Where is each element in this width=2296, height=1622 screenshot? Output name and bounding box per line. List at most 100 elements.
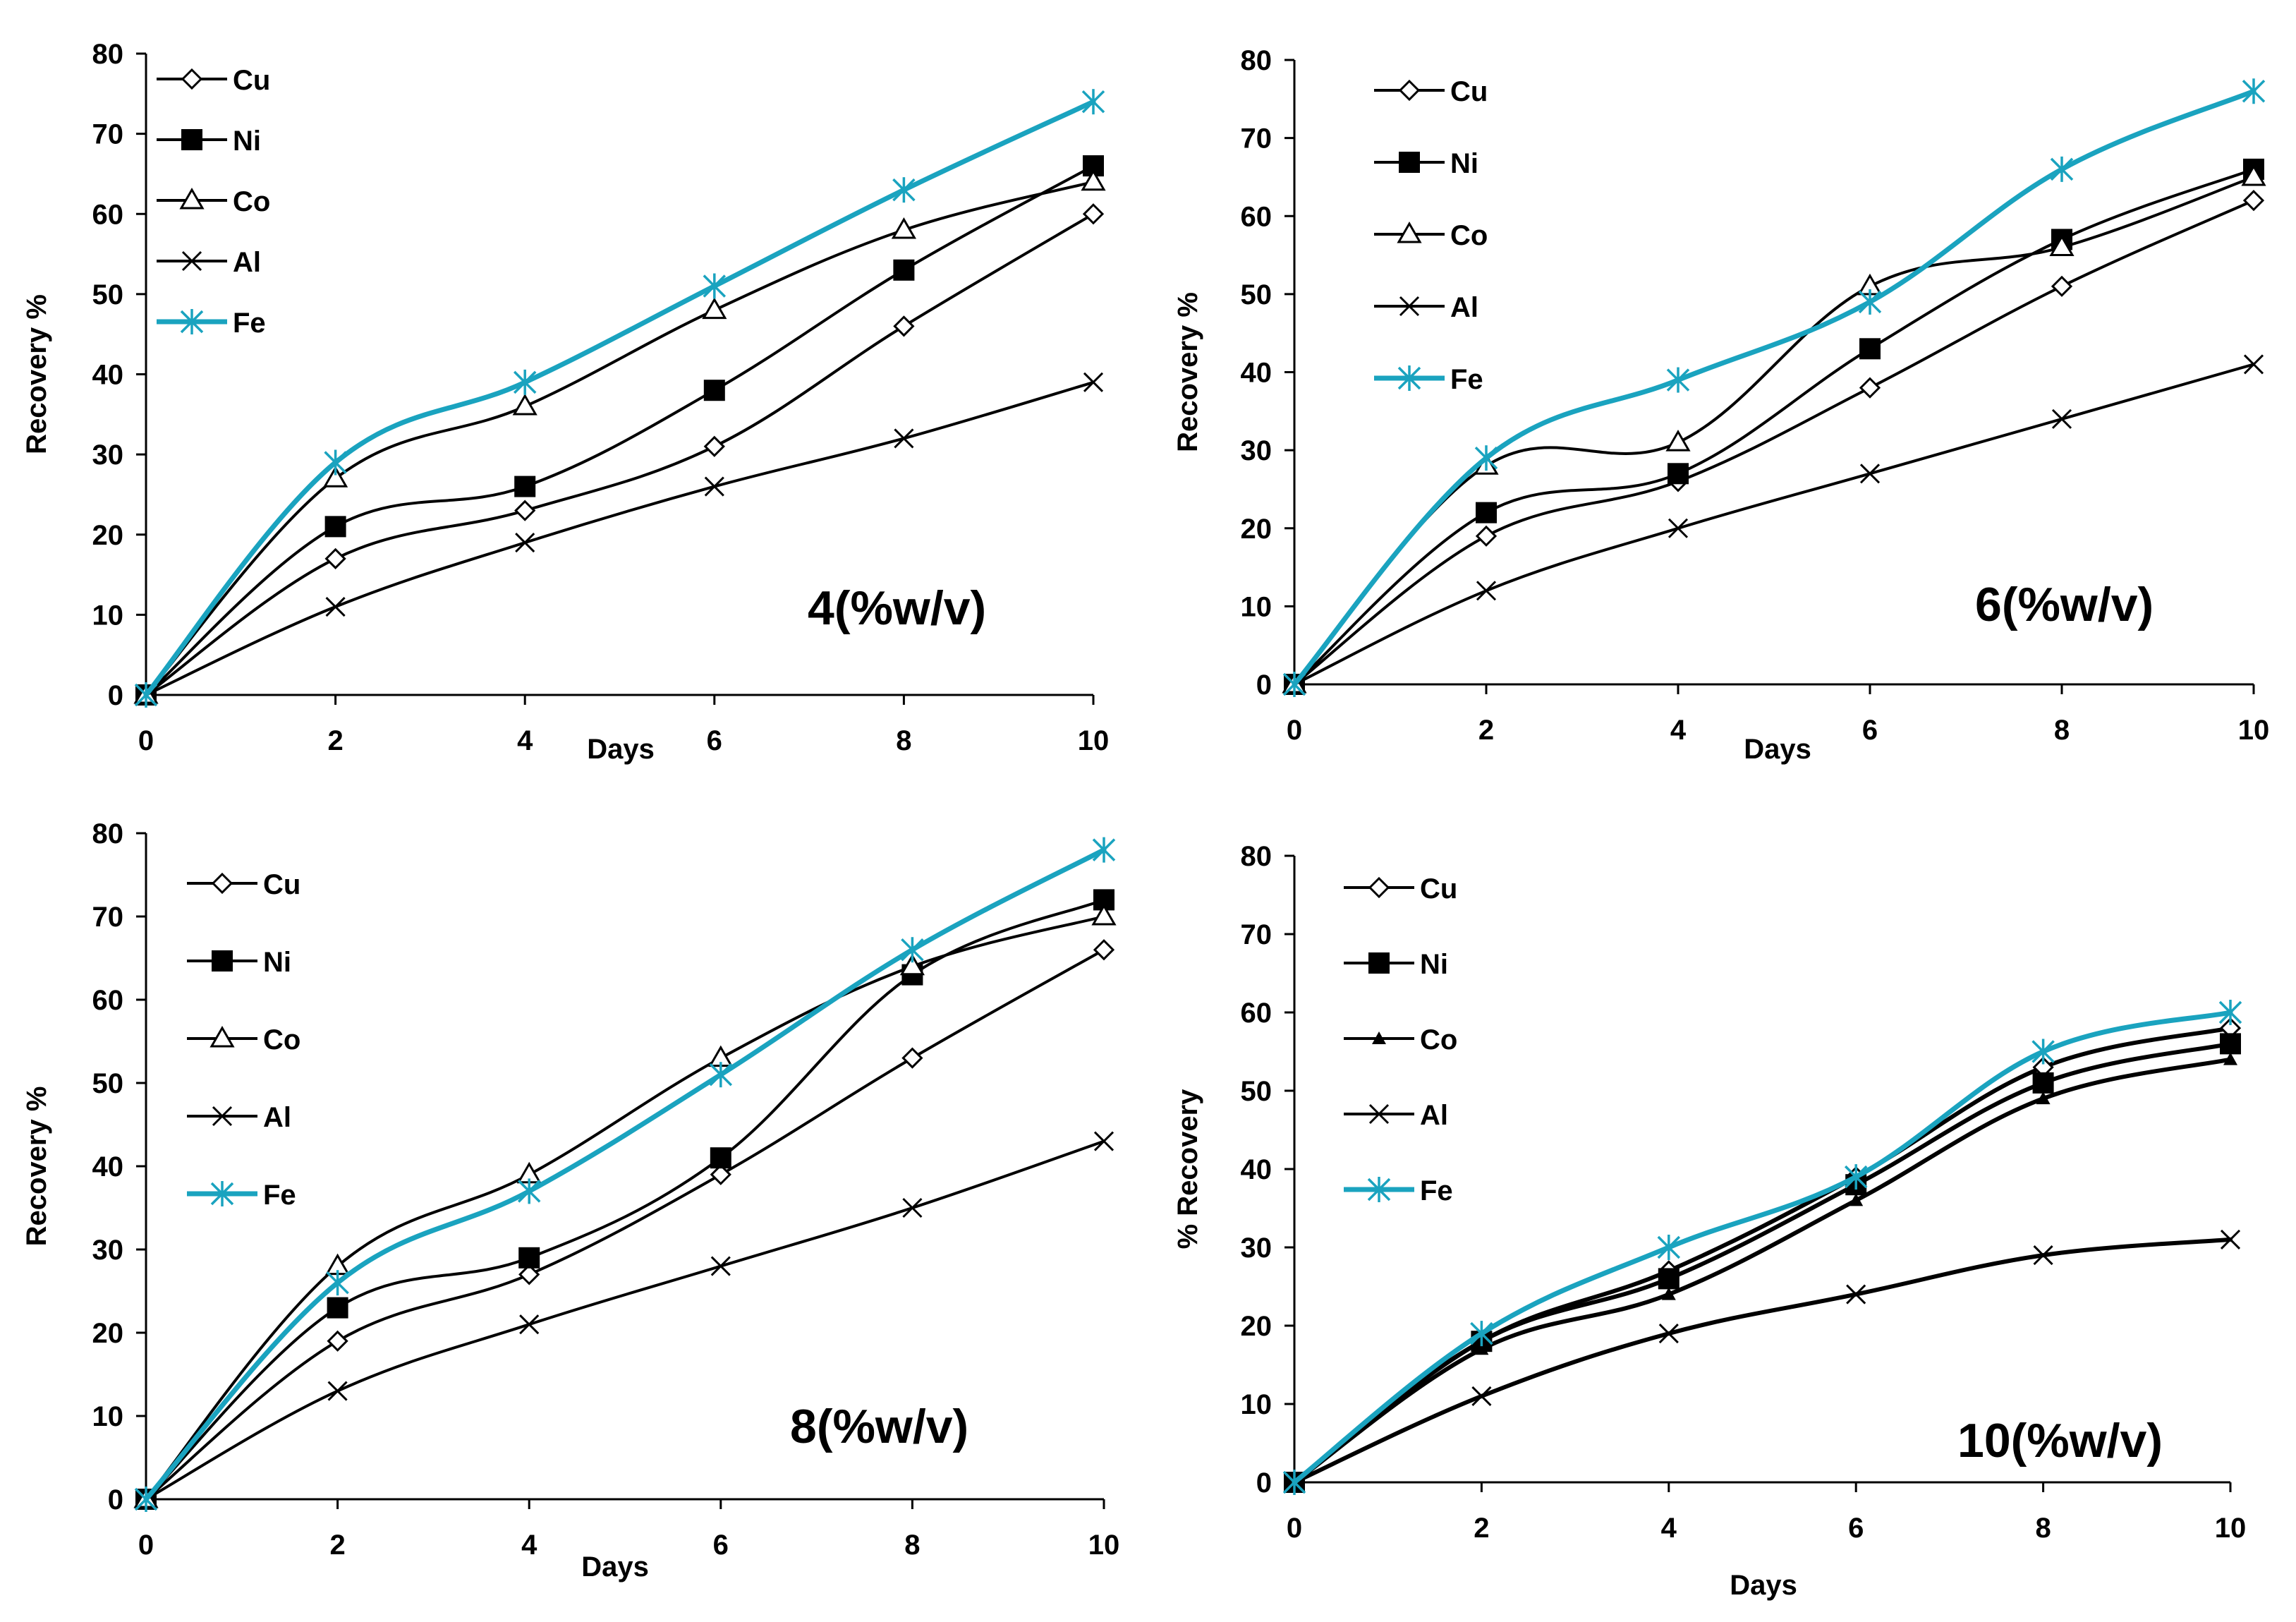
data-point-fe [901,937,924,963]
legend-label: Co [1450,220,1488,251]
legend-marker [179,187,205,210]
y-tick-label: 0 [1256,670,1272,701]
legend-item-cu: Cu [1374,76,1488,107]
legend-item-fe: Fe [1374,364,1483,395]
data-point-al [1859,464,1881,484]
legend-marker [1372,1031,1386,1044]
x-tick-label: 4 [517,725,533,756]
legend-item-ni: Ni [187,947,291,978]
data-point-co [2223,1052,2237,1065]
y-tick-label: 70 [1241,123,1272,155]
y-tick-label: 50 [1241,1076,1272,1107]
y-tick-label: 40 [1241,1154,1272,1185]
x-marker-stroke [325,596,346,617]
legend-marker [212,1106,233,1127]
data-point-fe [517,1178,541,1204]
data-point-cu [324,547,346,569]
data-point-co [1081,169,1106,191]
legend-label: Fe [1420,1175,1453,1206]
data-point-al [894,428,914,449]
legend-item-cu: Cu [157,65,270,96]
legend-item-ni: Ni [1374,148,1478,179]
x-tick-label: 0 [1287,1513,1302,1544]
data-point-co [702,297,727,320]
y-tick-label: 20 [92,520,124,551]
x-tick-label: 4 [1661,1513,1677,1544]
series-line-cu [145,948,1105,1501]
legend-item-co: Co [187,1024,300,1055]
series-line-al [1292,1237,2233,1484]
data-point-fe [2050,156,2074,182]
series-al [1284,354,2264,695]
data-point-fe [1474,445,1498,471]
y-tick-label: 20 [1241,514,1272,545]
axes: 0 10 20 30 40 50 60 70 80 0 2 4 6 8 10 [92,39,1110,756]
x-marker-stroke [1368,1103,1390,1125]
legend-marker [181,250,202,272]
y-tick-label: 70 [92,119,124,150]
legend-label: Ni [233,126,261,157]
legend-marker [180,309,204,334]
x-marker-stroke [2033,1245,2053,1266]
x-marker-stroke [902,1197,923,1218]
legend-label: Al [233,247,261,278]
x-marker-stroke [519,1314,540,1335]
legend-label: Fe [263,1180,296,1211]
legend: Cu Ni Co Al Fe [187,869,300,1211]
x-marker-stroke [704,476,724,497]
legend-item-fe: Fe [187,1180,296,1211]
y-axis-label: Recovery % [21,1087,52,1247]
data-point-al [325,596,346,617]
legend-marker [211,872,233,895]
data-point-fe [326,1270,349,1296]
series-line-ni [1292,1041,2233,1484]
data-point-co [512,393,537,416]
legend-label: Cu [233,65,270,96]
x-marker-stroke [1668,518,1689,538]
y-tick-label: 70 [1241,919,1272,950]
x-tick-label: 2 [327,725,343,756]
data-point-fe [1282,1470,1306,1495]
data-point-fe [1282,672,1306,697]
data-point-cu [1475,525,1498,547]
data-point-co [2036,1091,2051,1105]
data-point-ni [514,476,536,497]
x-marker-stroke [515,533,535,553]
y-axis-label: Recovery % [1172,292,1203,452]
y-tick-label: 60 [92,199,124,230]
legend-marker [1368,876,1390,899]
series-line-al [1293,363,2255,686]
x-marker-stroke [2220,1229,2241,1249]
legend-item-ni: Ni [157,126,261,157]
legend-label: Al [1450,292,1478,323]
y-tick-label: 30 [92,1235,124,1266]
y-tick-label: 70 [92,902,124,933]
data-point-ni [703,380,725,401]
y-tick-label: 0 [1256,1467,1272,1499]
data-point-fe [134,682,158,708]
legend-item-ni: Ni [1344,949,1448,980]
data-point-ni [710,1147,731,1169]
series-line-ni [145,164,1095,696]
x-tick-label: 0 [138,725,154,756]
data-point-al [710,1256,731,1276]
x-tick-label: 2 [1478,715,1494,746]
data-point-cu [893,315,915,337]
legend-label: Al [1420,1100,1448,1131]
y-tick-label: 80 [92,39,124,70]
data-point-fe [2031,1039,2055,1065]
data-point-co [1474,1342,1489,1355]
x-marker-stroke [894,428,914,449]
data-point-fe [1858,289,1882,315]
data-point-fe [1081,89,1105,115]
series-fe [1282,1000,2242,1495]
x-tick-label: 8 [896,725,911,756]
y-tick-label: 50 [1241,279,1272,310]
legend-label: Fe [1450,364,1483,395]
x-tick-label: 8 [2054,715,2070,746]
series-line-al [145,380,1095,696]
legend-item-cu: Cu [1344,873,1457,904]
data-point-al [519,1314,540,1335]
y-tick-label: 30 [1241,1233,1272,1264]
y-tick-label: 50 [92,279,124,310]
